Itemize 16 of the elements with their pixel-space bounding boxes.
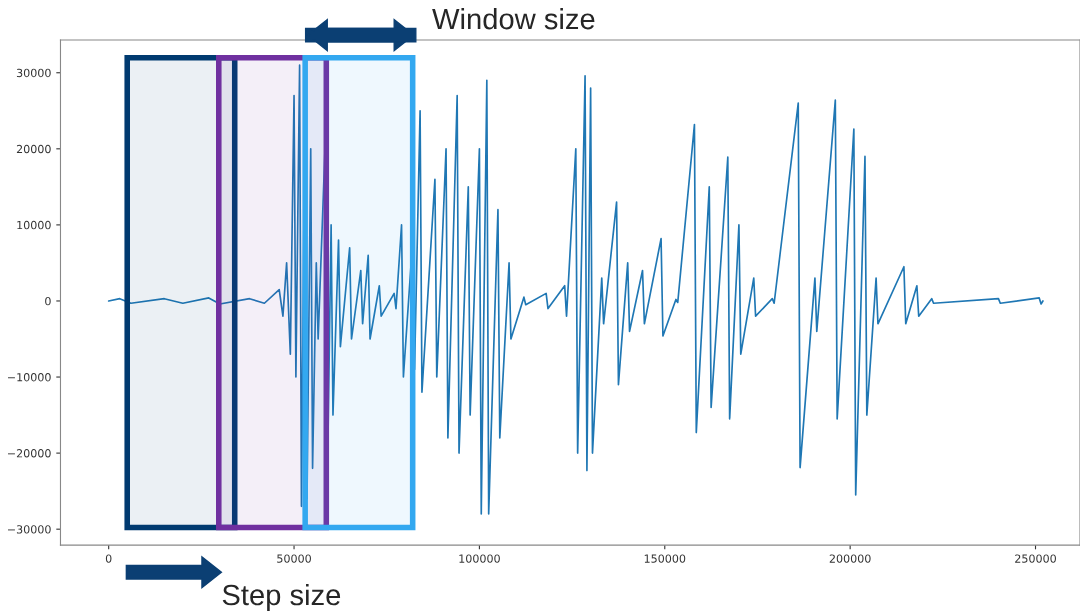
x-tick-label: 0 [105, 554, 112, 563]
y-tick-label: 30000 [16, 68, 51, 78]
x-tick-label: 100000 [459, 554, 500, 563]
x-tick-label: 50000 [277, 554, 311, 563]
x-tick-label: 200000 [829, 554, 871, 563]
y-tick-label: −30000 [7, 525, 51, 534]
x-tick-label: 250000 [1015, 554, 1056, 563]
text: Window size [432, 7, 595, 30]
y-tick-label: 10000 [17, 220, 51, 230]
y-tick-label: 20000 [16, 144, 51, 154]
y-tick-label: −10000 [7, 373, 51, 382]
text: Step size [222, 583, 341, 612]
x-tick-label: 150000 [644, 554, 686, 563]
y-tick-label: 0 [45, 296, 51, 306]
line-series [107, 64, 1044, 515]
y-tick-label: −20000 [7, 449, 51, 458]
